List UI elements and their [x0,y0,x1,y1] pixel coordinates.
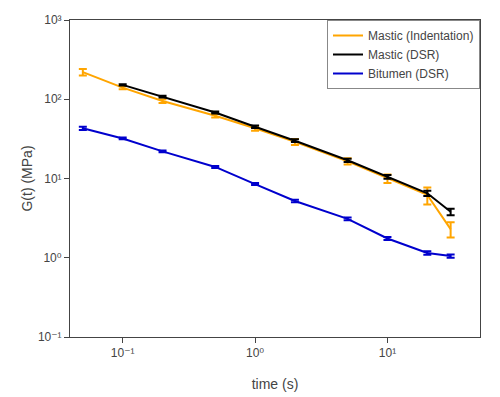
svg-text:10¹: 10¹ [379,346,396,360]
svg-text:10⁰: 10⁰ [43,251,61,265]
svg-text:10²: 10² [44,92,61,106]
svg-text:10⁰: 10⁰ [246,346,264,360]
svg-text:10⁻¹: 10⁻¹ [38,330,62,344]
svg-text:10⁻¹: 10⁻¹ [111,346,135,360]
svg-text:10¹: 10¹ [44,172,61,186]
svg-text:Bitumen (DSR): Bitumen (DSR) [368,67,449,81]
svg-text:time (s): time (s) [252,376,299,392]
svg-text:10³: 10³ [44,13,61,27]
svg-text:Mastic (DSR): Mastic (DSR) [368,48,439,62]
svg-text:Mastic (Indentation): Mastic (Indentation) [368,29,473,43]
svg-text:G(t) (MPa): G(t) (MPa) [19,145,35,211]
